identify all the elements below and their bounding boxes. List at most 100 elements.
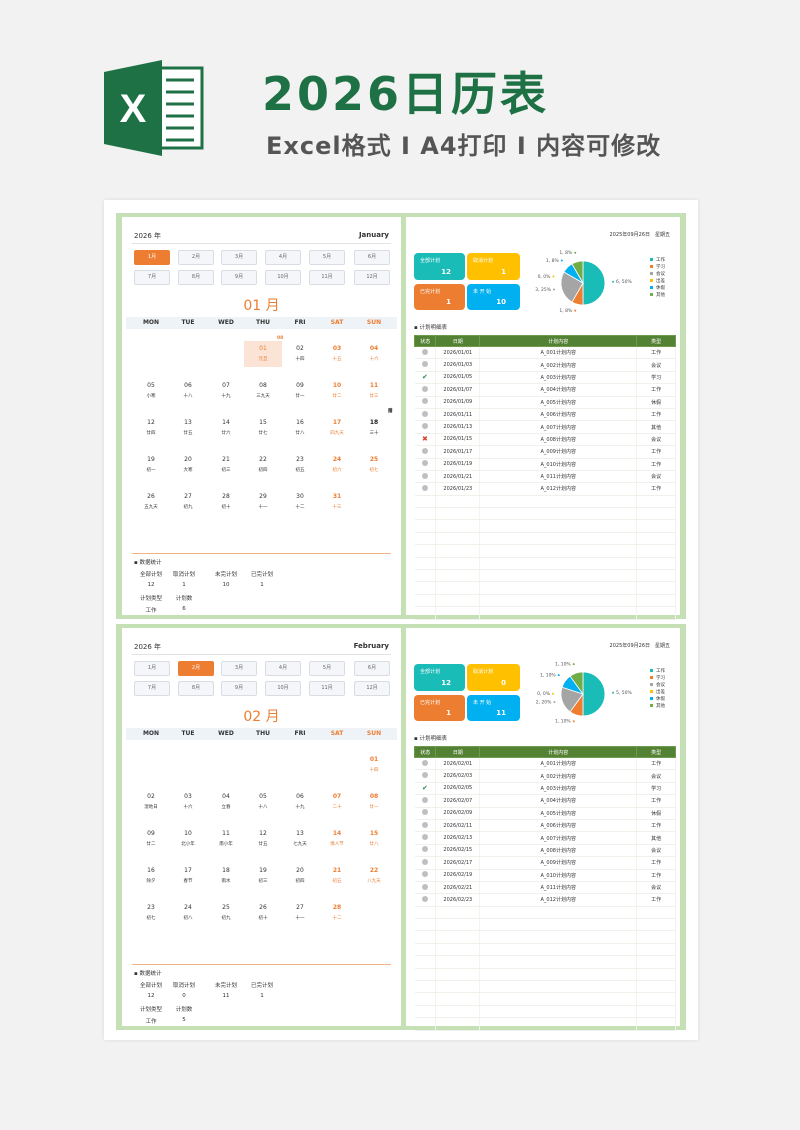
table-row[interactable]: 2026/02/19 A_010计划内容 工作 [414, 869, 676, 882]
calendar-day[interactable]: 28 初十 [208, 489, 244, 515]
calendar-day[interactable]: 29 十一 [245, 489, 281, 515]
calendar-day[interactable]: 17 四九天 [319, 415, 355, 441]
calendar-day[interactable]: 13 廿五 [170, 415, 206, 441]
calendar-day[interactable]: 19 初三 [245, 863, 281, 889]
month-button-1[interactable]: 1月 [134, 661, 170, 676]
table-row[interactable]: 2026/02/15 A_008计划内容 会议 [414, 844, 676, 858]
calendar-day[interactable]: 22 八九天 [356, 863, 392, 889]
calendar-day[interactable]: 02 湿地日 [133, 789, 169, 815]
month-button-10[interactable]: 10月 [265, 681, 301, 696]
table-row[interactable] [414, 930, 676, 944]
table-row[interactable] [414, 606, 676, 620]
calendar-day[interactable]: 04 十六 [356, 341, 392, 367]
month-button-11[interactable]: 11月 [309, 681, 345, 696]
calendar-day[interactable]: 25 初九 [208, 900, 244, 926]
calendar-day[interactable]: 24 初八 [170, 900, 206, 926]
table-row[interactable]: 2026/01/03 A_002计划内容 会议 [414, 358, 676, 372]
table-row[interactable] [414, 495, 676, 509]
calendar-day[interactable]: 10 北小年 [170, 826, 206, 852]
table-row[interactable]: 2026/02/01 A_001计划内容 工作 [414, 757, 676, 771]
table-row[interactable]: 2026/01/21 A_011计划内容 会议 [414, 470, 676, 484]
calendar-day[interactable]: 14 廿六 [208, 415, 244, 441]
table-row[interactable]: 2026/02/21 A_011计划内容 会议 [414, 881, 676, 895]
month-button-3[interactable]: 3月 [221, 661, 257, 676]
calendar-day[interactable]: 08 廿一 [356, 789, 392, 815]
calendar-day[interactable]: 30 十二 [282, 489, 318, 515]
table-row[interactable] [414, 519, 676, 533]
month-button-9[interactable]: 9月 [221, 681, 257, 696]
month-button-5[interactable]: 5月 [309, 661, 345, 676]
month-button-11[interactable]: 11月 [309, 270, 345, 285]
month-button-6[interactable]: 6月 [354, 661, 390, 676]
calendar-day[interactable]: 11 南小年 [208, 826, 244, 852]
calendar-day[interactable]: 26 五九天 [133, 489, 169, 515]
table-row[interactable] [414, 581, 676, 595]
month-button-10[interactable]: 10月 [265, 270, 301, 285]
calendar-day[interactable]: 23 初七 [133, 900, 169, 926]
table-row[interactable] [414, 507, 676, 521]
month-button-4[interactable]: 4月 [265, 661, 301, 676]
table-row[interactable] [414, 594, 676, 608]
table-row[interactable]: 2026/01/13 A_007计划内容 其他 [414, 420, 676, 434]
table-row[interactable] [414, 906, 676, 920]
calendar-day[interactable]: 20 初四 [282, 863, 318, 889]
calendar-day[interactable]: 18 三十 [356, 415, 392, 441]
table-row[interactable]: 2026/02/11 A_006计划内容 工作 [414, 819, 676, 833]
table-row[interactable] [414, 980, 676, 994]
calendar-day[interactable]: 23 初五 [282, 452, 318, 478]
calendar-day[interactable]: 09 廿二 [133, 826, 169, 852]
calendar-day[interactable]: 06 十九 [282, 789, 318, 815]
table-row[interactable] [414, 1005, 676, 1019]
calendar-day[interactable]: 31 十三 [319, 489, 355, 515]
table-row[interactable]: 2026/02/17 A_009计划内容 工作 [414, 856, 676, 870]
month-button-7[interactable]: 7月 [134, 270, 170, 285]
table-row[interactable]: ✔ 2026/01/05 A_003计划内容 学习 [414, 371, 676, 385]
table-row[interactable] [414, 544, 676, 558]
table-row[interactable]: ✖ 2026/01/15 A_008计划内容 会议 [414, 433, 676, 447]
month-button-4[interactable]: 4月 [265, 250, 301, 265]
month-button-1[interactable]: 1月 [134, 250, 170, 265]
table-row[interactable]: 2026/01/09 A_005计划内容 休假 [414, 396, 676, 409]
table-row[interactable] [414, 1017, 676, 1031]
table-row[interactable] [414, 955, 676, 969]
month-button-3[interactable]: 3月 [221, 250, 257, 265]
month-button-2[interactable]: 2月 [178, 661, 214, 676]
calendar-day[interactable]: 10 廿二 [319, 378, 355, 404]
table-row[interactable] [414, 918, 676, 932]
calendar-day[interactable]: 27 初九 [170, 489, 206, 515]
calendar-day[interactable]: 16 廿八 [282, 415, 318, 441]
calendar-day[interactable]: 15 廿七 [245, 415, 281, 441]
table-row[interactable]: ✔ 2026/02/05 A_003计划内容 学习 [414, 782, 676, 796]
month-button-9[interactable]: 9月 [221, 270, 257, 285]
calendar-day[interactable]: 24 初六 [319, 452, 355, 478]
table-row[interactable]: 2026/02/13 A_007计划内容 其他 [414, 831, 676, 845]
calendar-day[interactable]: 21 初三 [208, 452, 244, 478]
table-row[interactable]: 2026/01/11 A_006计划内容 工作 [414, 408, 676, 422]
calendar-day[interactable]: 01 元旦 [244, 341, 282, 367]
calendar-day[interactable]: 04 立春 [208, 789, 244, 815]
calendar-day[interactable]: 28 十二 [319, 900, 355, 926]
table-row[interactable] [414, 943, 676, 957]
table-row[interactable]: 2026/01/01 A_001计划内容 工作 [414, 346, 676, 360]
calendar-day[interactable]: 03 十五 [319, 341, 355, 367]
calendar-day[interactable]: 20 大寒 [170, 452, 206, 478]
calendar-day[interactable]: 07 十九 [208, 378, 244, 404]
table-row[interactable] [414, 968, 676, 982]
calendar-day[interactable]: 06 十八 [170, 378, 206, 404]
calendar-day[interactable]: 15 廿八 [356, 826, 392, 852]
calendar-day[interactable]: 17 春节 [170, 863, 206, 889]
table-row[interactable]: 2026/02/09 A_005计划内容 休假 [414, 807, 676, 820]
table-row[interactable]: 2026/01/07 A_004计划内容 工作 [414, 383, 676, 397]
calendar-day[interactable]: 05 十八 [245, 789, 281, 815]
month-button-7[interactable]: 7月 [134, 681, 170, 696]
table-row[interactable]: 2026/01/23 A_012计划内容 工作 [414, 482, 676, 496]
table-row[interactable] [414, 992, 676, 1006]
table-row[interactable]: 2026/02/23 A_012计划内容 工作 [414, 893, 676, 907]
month-button-8[interactable]: 8月 [178, 270, 214, 285]
table-row[interactable] [414, 532, 676, 546]
calendar-day[interactable]: 22 初四 [245, 452, 281, 478]
calendar-day[interactable]: 09 廿一 [282, 378, 318, 404]
month-button-12[interactable]: 12月 [354, 681, 390, 696]
calendar-day[interactable]: 18 雨水 [208, 863, 244, 889]
table-row[interactable]: 2026/01/17 A_009计划内容 工作 [414, 445, 676, 459]
